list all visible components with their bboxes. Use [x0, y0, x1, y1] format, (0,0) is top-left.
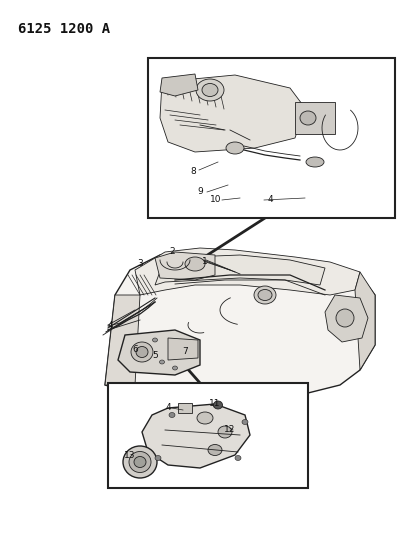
Text: 2: 2 — [169, 247, 175, 256]
Text: 4: 4 — [165, 403, 171, 413]
Ellipse shape — [213, 401, 222, 409]
Polygon shape — [160, 75, 305, 152]
Ellipse shape — [134, 456, 146, 467]
Polygon shape — [155, 255, 325, 285]
Text: 10: 10 — [210, 196, 222, 205]
Text: 11: 11 — [209, 399, 221, 408]
Polygon shape — [155, 252, 215, 280]
Bar — [108, 383, 308, 488]
Polygon shape — [105, 295, 140, 385]
Text: 3: 3 — [137, 259, 143, 268]
Ellipse shape — [185, 257, 205, 271]
Ellipse shape — [155, 456, 161, 461]
Polygon shape — [168, 338, 198, 360]
Ellipse shape — [306, 157, 324, 167]
Text: 7: 7 — [182, 348, 188, 357]
Ellipse shape — [153, 338, 157, 342]
Ellipse shape — [173, 366, 177, 370]
Ellipse shape — [129, 451, 151, 472]
Ellipse shape — [258, 289, 272, 301]
Ellipse shape — [218, 426, 232, 438]
Ellipse shape — [169, 413, 175, 417]
Ellipse shape — [208, 445, 222, 456]
Bar — [178, 403, 192, 413]
Ellipse shape — [196, 79, 224, 101]
Ellipse shape — [226, 142, 244, 154]
Ellipse shape — [160, 360, 164, 364]
Text: 6: 6 — [132, 345, 138, 354]
Ellipse shape — [300, 111, 316, 125]
Polygon shape — [160, 74, 198, 96]
Ellipse shape — [242, 419, 248, 424]
Text: 4: 4 — [267, 196, 273, 205]
Polygon shape — [105, 250, 375, 400]
Text: 9: 9 — [197, 188, 203, 197]
Ellipse shape — [136, 346, 148, 358]
Polygon shape — [118, 330, 200, 375]
Text: 4: 4 — [107, 321, 113, 330]
Ellipse shape — [202, 84, 218, 96]
Ellipse shape — [235, 456, 241, 461]
Ellipse shape — [336, 309, 354, 327]
Text: 13: 13 — [124, 450, 136, 459]
Ellipse shape — [123, 446, 157, 478]
Text: 1: 1 — [202, 257, 208, 266]
Bar — [295, 102, 335, 134]
Bar — [148, 58, 395, 218]
Polygon shape — [142, 404, 250, 468]
Text: 12: 12 — [224, 425, 236, 434]
Text: 5: 5 — [152, 351, 158, 359]
Ellipse shape — [197, 412, 213, 424]
Polygon shape — [325, 295, 368, 342]
Polygon shape — [355, 272, 375, 370]
Polygon shape — [135, 248, 360, 295]
Ellipse shape — [131, 342, 153, 362]
Ellipse shape — [254, 286, 276, 304]
Text: 8: 8 — [190, 166, 196, 175]
Text: 6125 1200 A: 6125 1200 A — [18, 22, 110, 36]
